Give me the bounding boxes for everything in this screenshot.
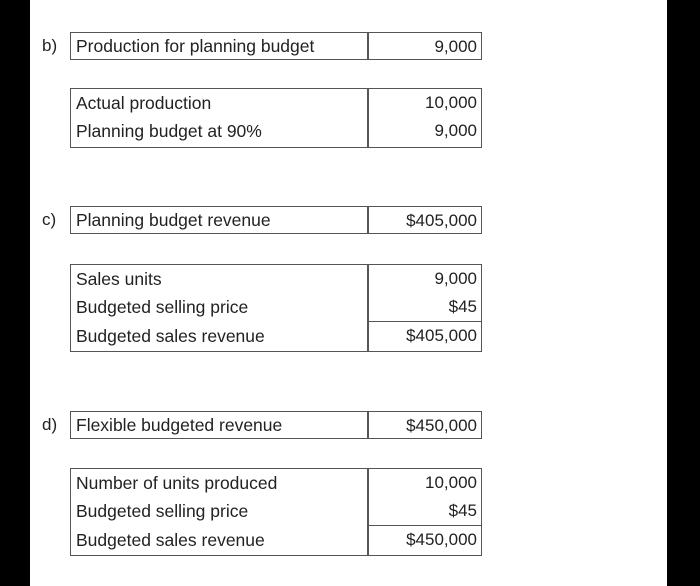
section-d-header-label-cell: Flexible budgeted revenue bbox=[70, 411, 368, 439]
section-b-row-value: 9,000 bbox=[434, 121, 477, 140]
section-b-row-label: Actual production bbox=[76, 93, 212, 113]
section-b-detail-value-cell: 10,000 9,000 bbox=[368, 88, 482, 148]
section-d-header-value: $450,000 bbox=[406, 416, 477, 435]
section-b-header-value: 9,000 bbox=[434, 37, 477, 56]
section-c-header-label-cell: Planning budget revenue bbox=[70, 206, 368, 234]
section-d-letter: d) bbox=[42, 415, 58, 434]
section-d-row-label: Budgeted selling price bbox=[76, 501, 249, 521]
section-d-row-value: $450,000 bbox=[406, 530, 477, 549]
section-d-row-label: Budgeted sales revenue bbox=[76, 530, 265, 550]
section-d-header-label: Flexible budgeted revenue bbox=[76, 415, 283, 435]
section-c-header-value: $405,000 bbox=[406, 211, 477, 230]
section-d-detail-label-cell: Number of units produced Budgeted sellin… bbox=[70, 468, 368, 556]
section-c-row-value: $405,000 bbox=[406, 326, 477, 345]
section-c-row-label: Budgeted selling price bbox=[76, 297, 249, 317]
section-b-header-label-cell: Production for planning budget bbox=[70, 32, 368, 60]
subtotal-divider bbox=[369, 525, 481, 526]
section-c-row-value: $45 bbox=[448, 297, 477, 316]
subtotal-divider bbox=[369, 321, 481, 322]
section-c-header-label: Planning budget revenue bbox=[76, 210, 271, 230]
section-d-detail-value-cell: 10,000 $45 $450,000 bbox=[368, 468, 482, 556]
section-c-detail-label-cell: Sales units Budgeted selling price Budge… bbox=[70, 264, 368, 352]
section-c-letter: c) bbox=[42, 210, 57, 229]
worksheet: b) Production for planning budget 9,000 … bbox=[30, 0, 667, 586]
section-d-row-value: 10,000 bbox=[425, 473, 477, 492]
section-b-detail-label-cell: Actual production Planning budget at 90% bbox=[70, 88, 368, 148]
section-b-row-label: Planning budget at 90% bbox=[76, 121, 262, 141]
section-b-letter: b) bbox=[42, 36, 58, 55]
section-b-header-label: Production for planning budget bbox=[76, 36, 315, 56]
section-c-header-value-cell: $405,000 bbox=[368, 206, 482, 234]
section-d-row-label: Number of units produced bbox=[76, 473, 278, 493]
section-b-header-value-cell: 9,000 bbox=[368, 32, 482, 60]
section-d-row-value: $45 bbox=[448, 501, 477, 520]
section-b-row-value: 10,000 bbox=[425, 93, 477, 112]
section-d-header-value-cell: $450,000 bbox=[368, 411, 482, 439]
section-c-row-label: Budgeted sales revenue bbox=[76, 326, 265, 346]
section-c-row-value: 9,000 bbox=[434, 269, 477, 288]
section-c-row-label: Sales units bbox=[76, 269, 162, 289]
section-c-detail-value-cell: 9,000 $45 $405,000 bbox=[368, 264, 482, 352]
